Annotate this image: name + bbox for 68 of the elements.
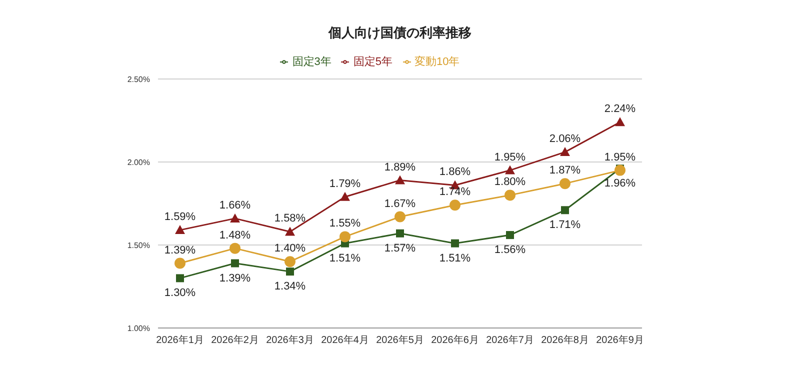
data-label: 1.86% <box>439 166 471 178</box>
data-label: 1.59% <box>164 211 196 224</box>
x-tick-label: 2026年2月 <box>211 334 259 346</box>
point <box>395 175 405 184</box>
data-label: 1.96% <box>604 178 636 190</box>
point <box>231 259 239 268</box>
data-label: 2.24% <box>604 103 636 116</box>
point <box>174 258 186 269</box>
point <box>615 117 625 126</box>
x-tick-label: 2026年4月 <box>321 334 369 346</box>
chart-title: 個人向け国債の利率推移 <box>327 24 472 42</box>
x-tick-label: 2026年8月 <box>541 334 589 346</box>
data-label: 1.39% <box>219 272 251 284</box>
data-label: 1.79% <box>329 178 361 190</box>
point <box>176 274 184 282</box>
point <box>340 192 350 201</box>
legend-label: 固定3年 <box>292 56 332 68</box>
point <box>394 211 406 222</box>
point <box>504 190 516 201</box>
x-tick-label: 2026年3月 <box>266 334 314 346</box>
data-label: 1.58% <box>274 212 306 225</box>
point <box>285 226 295 236</box>
x-tick-label: 2026年7月 <box>486 334 534 346</box>
point <box>560 178 570 190</box>
data-label: 2.06% <box>549 133 581 146</box>
data-label: 1.95% <box>604 151 636 164</box>
point <box>340 231 350 242</box>
point <box>396 229 404 238</box>
point <box>614 164 626 176</box>
data-label: 1.80% <box>494 176 526 188</box>
x-tick-label: 2026年5月 <box>376 334 424 346</box>
point <box>506 231 514 240</box>
point <box>286 268 294 276</box>
data-label: 1.74% <box>439 186 471 198</box>
y-tick-label: 1.50% <box>127 240 150 250</box>
data-label: 1.67% <box>384 198 416 210</box>
y-tick-label: 1.00% <box>127 324 150 333</box>
point <box>450 200 460 211</box>
data-label: 1.71% <box>549 219 581 232</box>
legend-label: 変動10年 <box>414 56 460 68</box>
point <box>175 225 185 234</box>
x-tick-label: 2026年9月 <box>596 334 644 346</box>
point <box>230 242 240 254</box>
data-label: 1.34% <box>274 280 306 293</box>
data-label: 1.95% <box>494 151 526 164</box>
data-label: 1.55% <box>329 218 361 230</box>
data-label: 1.40% <box>274 242 306 255</box>
data-label: 1.51% <box>439 252 471 264</box>
point <box>284 256 296 268</box>
point <box>451 239 459 248</box>
data-label: 1.57% <box>384 242 416 254</box>
data-label: 1.89% <box>384 161 416 174</box>
legend-label: 固定5年 <box>353 56 392 68</box>
point <box>560 147 570 156</box>
data-label: 1.51% <box>329 252 361 264</box>
data-label: 1.39% <box>164 244 196 256</box>
x-tick-label: 2026年1月 <box>156 334 204 346</box>
data-label: 1.48% <box>219 229 251 242</box>
data-label: 1.56% <box>494 244 526 256</box>
data-label: 1.87% <box>549 164 581 177</box>
x-tick-label: 2026年6月 <box>431 334 479 346</box>
y-tick-label: 2.00% <box>127 158 150 167</box>
point <box>561 206 569 214</box>
point <box>230 213 240 222</box>
y-tick-label: 2.50% <box>127 74 150 84</box>
data-label: 1.30% <box>164 287 196 300</box>
data-label: 1.66% <box>219 199 251 212</box>
point <box>505 165 515 174</box>
